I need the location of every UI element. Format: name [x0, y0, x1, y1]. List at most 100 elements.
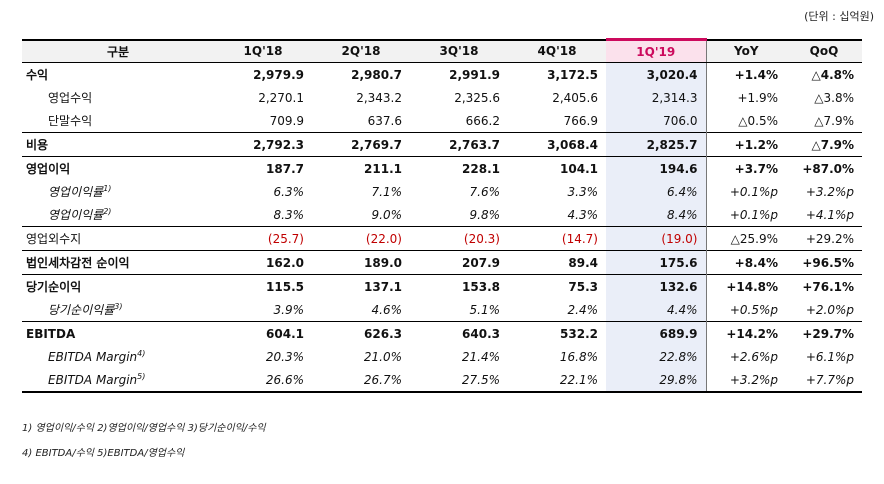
row-operating-revenue: 영업수익 2,270.1 2,343.2 2,325.6 2,405.6 2,314.3 +… [22, 86, 862, 109]
value-cell: 709.9 [269, 113, 304, 128]
footnote-1: 1) 영업이익/수익 2)영업이익/영업수익 3)당기순이익/수익 [22, 423, 266, 434]
value-cell: 153.8 [410, 274, 508, 298]
footnote-marker: 2) [103, 207, 112, 216]
value-cell: 21.4% [461, 349, 500, 364]
value-cell: 21.0% [363, 349, 402, 364]
yoy-cell: +14.2% [705, 321, 786, 345]
value-cell: 7.6% [469, 184, 501, 199]
footnote-marker: 4) [137, 349, 146, 358]
value-cell: 187.7 [214, 156, 312, 180]
value-cell: 189.0 [312, 250, 410, 275]
yoy-cell: △25.9% [705, 226, 786, 251]
row-label: 영업이익률2) [48, 207, 112, 222]
qoq-cell: +87.0% [786, 156, 862, 180]
value-cell: 5.1% [469, 302, 501, 317]
row-revenue: 수익 2,979.9 2,980.7 2,991.9 3,172.5 3,020.4 +1.… [22, 62, 862, 86]
row-pretax-income: 법인세차감전 순이익 162.0 189.0 207.9 89.4 175.6 +8.4% +… [22, 250, 862, 275]
row-label: 수익 [22, 62, 214, 86]
yoy-cell: +1.4% [705, 62, 786, 86]
value-cell: 8.4% [606, 203, 706, 227]
value-cell: 7.1% [371, 184, 403, 199]
row-net-income: 당기순이익 115.5 137.1 153.8 75.3 132.6 +14.8% +76.1… [22, 274, 862, 298]
yoy-cell: +1.2% [705, 132, 786, 157]
value-cell: 175.6 [606, 250, 706, 275]
row-label: 비용 [22, 132, 214, 157]
row-ebitda-margin-4: EBITDA Margin4) 20.3% 21.0% 21.4% 16.8% 22.8%… [22, 345, 862, 368]
qoq-cell: △4.8% [786, 62, 862, 86]
row-label: 당기순이익 [22, 274, 214, 298]
value-cell: 4.3% [567, 207, 599, 222]
row-label: 법인세차감전 순이익 [22, 250, 214, 275]
value-cell: 3.3% [567, 184, 599, 199]
value-cell: 27.5% [410, 368, 508, 393]
value-cell: 640.3 [410, 321, 508, 345]
unit-label: (단위 : 십억원) [804, 10, 874, 23]
qoq-cell: +6.1%p [805, 349, 854, 364]
row-operating-margin-1: 영업이익률1) 6.3% 7.1% 7.6% 3.3% 6.4% +0.1%p +3.2%p [22, 180, 862, 203]
row-label: 영업수익 [48, 91, 93, 105]
value-cell: 104.1 [508, 156, 606, 180]
qoq-cell: △3.8% [814, 90, 854, 105]
value-cell: 2,769.7 [312, 132, 410, 157]
row-non-operating: 영업외수지 (25.7) (22.0) (20.3) (14.7) (19.0) △25.9… [22, 226, 862, 251]
qoq-cell: +7.7%p [786, 368, 862, 393]
value-cell: (25.7) [214, 226, 312, 251]
value-cell: 75.3 [508, 274, 606, 298]
value-cell: 115.5 [214, 274, 312, 298]
row-device-revenue: 단말수익 709.9 637.6 666.2 766.9 706.0 △0.5% △7.9% [22, 109, 862, 133]
header-row: 구분 1Q'18 2Q'18 3Q'18 4Q'18 1Q'19 YoY QoQ [22, 38, 862, 63]
qoq-cell: △7.9% [786, 132, 862, 157]
value-cell: 706.0 [606, 109, 706, 133]
qoq-cell: +4.1%p [805, 207, 854, 222]
value-cell: 89.4 [508, 250, 606, 275]
value-cell: 766.9 [563, 113, 598, 128]
footnote-marker: 1) [103, 184, 112, 193]
row-label: 영업이익률1) [48, 184, 112, 199]
value-cell: 22.1% [508, 368, 606, 393]
value-cell: 3,068.4 [508, 132, 606, 157]
qoq-cell: △7.9% [814, 113, 854, 128]
row-expenses: 비용 2,792.3 2,769.7 2,763.7 3,068.4 2,825.7 +1.… [22, 132, 862, 157]
row-label: 당기순이익률3) [48, 302, 123, 317]
yoy-cell: +3.7% [705, 156, 786, 180]
qoq-cell: +3.2%p [805, 184, 854, 199]
row-operating-margin-2: 영업이익률2) 8.3% 9.0% 9.8% 4.3% 8.4% +0.1%p +4.1%p [22, 203, 862, 227]
value-cell: (19.0) [606, 226, 706, 251]
value-cell: 6.3% [273, 184, 305, 199]
value-cell: 2,405.6 [552, 90, 598, 105]
row-net-margin: 당기순이익률3) 3.9% 4.6% 5.1% 2.4% 4.4% +0.5%p +2.0%p [22, 298, 862, 322]
yoy-cell: +0.1%p [705, 180, 786, 203]
value-cell: 3,020.4 [606, 62, 706, 86]
value-cell: 8.3% [273, 207, 305, 222]
financial-table: 구분 1Q'18 2Q'18 3Q'18 4Q'18 1Q'19 YoY QoQ… [22, 38, 862, 393]
value-cell: 137.1 [312, 274, 410, 298]
header-4q18: 4Q'18 [508, 38, 606, 63]
yoy-cell: +8.4% [705, 250, 786, 275]
value-cell: 9.8% [469, 207, 501, 222]
row-ebitda-margin-5: EBITDA Margin5) 26.6% 26.7% 27.5% 22.1% 29.8%… [22, 368, 862, 393]
row-label: EBITDA [22, 321, 214, 345]
value-cell: 26.6% [214, 368, 312, 393]
value-cell: 2,343.2 [356, 90, 402, 105]
value-cell: (22.0) [312, 226, 410, 251]
value-cell: 2,270.1 [258, 90, 304, 105]
value-cell: 207.9 [410, 250, 508, 275]
value-cell: 637.6 [367, 113, 402, 128]
yoy-cell: +0.1%p [705, 203, 786, 227]
row-label: 영업외수지 [22, 226, 214, 251]
footnote-marker: 3) [114, 302, 123, 311]
value-cell: 2,979.9 [214, 62, 312, 86]
value-cell: 29.8% [606, 368, 706, 393]
footnote-2: 4) EBITDA/수익 5)EBITDA/영업수익 [22, 448, 185, 459]
qoq-cell: +96.5% [786, 250, 862, 275]
header-qoq: QoQ [786, 38, 862, 63]
qoq-cell: +76.1% [786, 274, 862, 298]
yoy-cell: +0.5%p [705, 298, 786, 322]
value-cell: 4.6% [371, 302, 403, 317]
header-yoy: YoY [705, 38, 786, 63]
header-1q19: 1Q'19 [606, 38, 706, 63]
qoq-cell: +29.2% [786, 226, 862, 251]
yoy-cell: +2.6%p [705, 345, 786, 368]
value-cell: 2,991.9 [410, 62, 508, 86]
value-cell: 162.0 [214, 250, 312, 275]
